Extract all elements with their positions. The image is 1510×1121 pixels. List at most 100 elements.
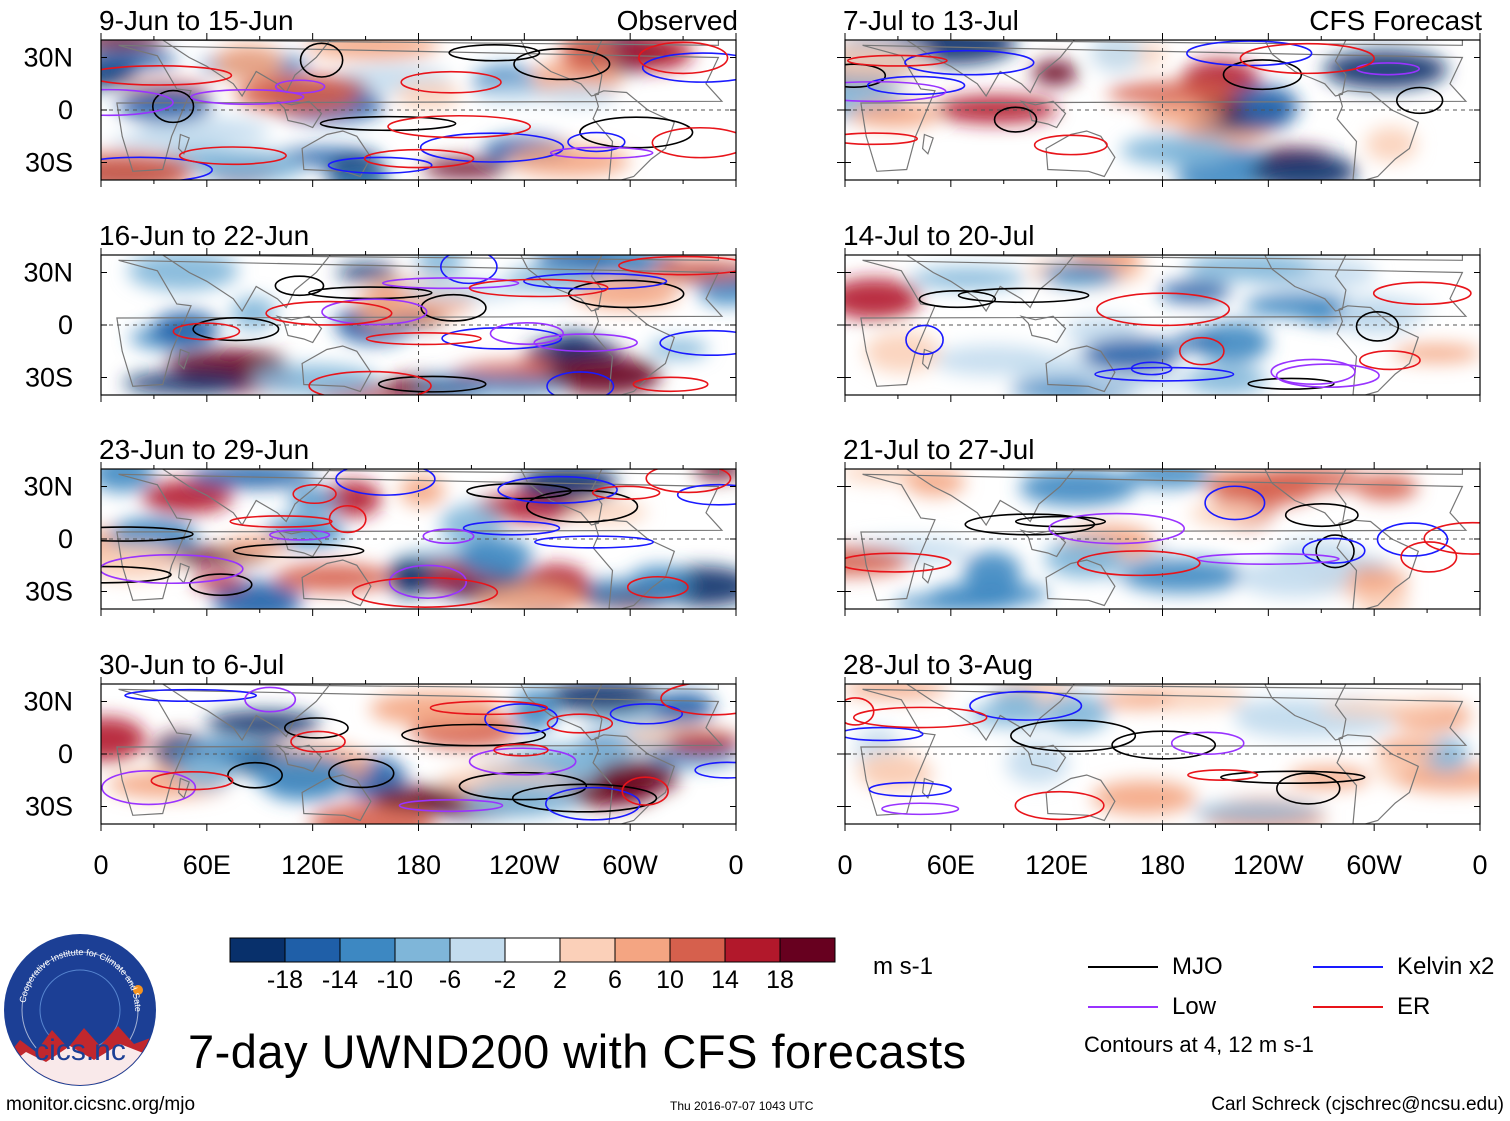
er-contour: [365, 332, 482, 346]
lat-tick-label: 30N: [23, 43, 73, 73]
low-contour: [388, 564, 468, 600]
er-contour: [546, 713, 614, 734]
colorbar-swatch: [614, 937, 671, 963]
mjo-contour: [101, 526, 194, 542]
wave-contours: [101, 469, 736, 608]
mjo-contour: [526, 489, 639, 523]
mjo-contour: [328, 758, 395, 789]
er-contour: [363, 148, 475, 169]
lon-tick-label: 0: [837, 850, 852, 880]
mjo-contour: [299, 42, 344, 78]
kelvin-contour: [694, 761, 736, 779]
coastline: [1264, 684, 1347, 741]
coastline: [1336, 519, 1420, 609]
westerly-anomaly: [1365, 126, 1418, 163]
low-contour: [422, 528, 475, 545]
westerly-anomaly: [1318, 700, 1451, 718]
easterly-anomaly: [512, 745, 616, 770]
low-contour: [398, 798, 504, 813]
westerly-anomaly: [1106, 81, 1237, 105]
westerly-anomaly: [1392, 344, 1480, 363]
kelvin-contour: [101, 156, 213, 180]
mjo-contour: [1284, 502, 1359, 528]
westerly-anomaly: [1032, 60, 1079, 86]
westerly-anomaly: [905, 469, 966, 497]
mjo-contour: [511, 783, 658, 813]
westerly-anomaly: [101, 717, 146, 762]
low-contour: [1275, 363, 1380, 388]
mjo-contour: [448, 43, 541, 62]
er-contour: [645, 469, 732, 494]
coastline: [520, 255, 603, 312]
colorbar-tick-label: -14: [322, 966, 358, 994]
low-contour: [381, 277, 520, 290]
westerly-anomaly: [567, 501, 648, 524]
coastline: [1045, 345, 1116, 393]
panel-title: 9-Jun to 15-Jun: [99, 5, 294, 36]
panel-4: 30-Jun to 6-Jul 30N 0 30S 0 60E 120E 180 120W 60W…: [23, 649, 743, 880]
coastline: [592, 305, 676, 395]
coastline: [1264, 255, 1347, 312]
westerly-anomaly: [1190, 500, 1265, 527]
coastline: [1045, 130, 1116, 178]
easterly-anomaly: [416, 255, 465, 277]
coastline: [921, 133, 934, 155]
kelvin-contour: [545, 786, 641, 821]
er-contour: [172, 322, 241, 341]
easterly-anomaly: [288, 489, 340, 512]
coastline: [921, 562, 934, 584]
panel-1: 9-Jun to 15-Jun Observed 30N 0 30S: [23, 5, 738, 187]
easterly-anomaly: [1120, 134, 1235, 166]
legend-label-low: Low: [1172, 993, 1217, 1020]
er-contour: [1359, 350, 1421, 371]
lat-tick-label: 30N: [23, 472, 73, 502]
coastline: [905, 255, 1464, 313]
easterly-anomaly: [1041, 262, 1121, 287]
er-contour: [1372, 281, 1472, 306]
easterly-anomaly: [932, 345, 1054, 376]
mjo-contour: [232, 543, 365, 559]
kelvin-contour: [484, 703, 559, 735]
coastline: [275, 100, 323, 129]
low-contour: [274, 79, 326, 94]
coastline: [116, 473, 724, 601]
low-contour: [190, 89, 305, 105]
lat-tick-label: 0: [58, 524, 73, 554]
er-contour: [1400, 541, 1458, 573]
easterly-anomaly: [506, 265, 601, 292]
coastline: [116, 44, 724, 172]
colorbar-swatch: [669, 937, 726, 963]
colorbar-tick-label: -2: [494, 966, 516, 994]
kelvin-contour: [441, 326, 563, 350]
coastline: [177, 133, 190, 155]
easterly-anomaly: [1231, 698, 1350, 724]
coastline: [921, 348, 934, 370]
mjo-contour: [283, 717, 349, 739]
easterly-anomaly: [440, 504, 502, 547]
panel-title: 7-Jul to 13-Jul: [843, 5, 1019, 36]
coastline: [860, 473, 1468, 601]
easterly-anomaly: [188, 469, 317, 489]
er-contour: [1033, 134, 1108, 156]
westerly-anomaly: [934, 95, 1058, 124]
timestamp: Thu 2016-07-07 1043 UTC: [670, 1099, 814, 1113]
panel-2: 16-Jun to 22-Jun 30N 0 30S: [23, 220, 737, 402]
westerly-anomaly: [422, 158, 508, 179]
colorbar-swatch: [779, 937, 836, 963]
kelvin-contour: [904, 49, 1035, 76]
lon-tick-label: 120W: [1233, 850, 1304, 880]
easterly-anomaly: [1243, 292, 1355, 318]
coastlines: [116, 684, 724, 824]
westerly-anomaly: [649, 259, 736, 282]
panel-7: 21-Jul to 27-Jul: [837, 434, 1481, 616]
low-contour: [101, 770, 197, 806]
er-contour: [468, 278, 609, 298]
coastline: [1336, 734, 1420, 824]
kelvin-contour: [567, 131, 626, 153]
easterly-anomaly: [648, 338, 709, 359]
lat-tick-label: 30N: [23, 687, 73, 717]
coastline: [161, 255, 720, 313]
coastline: [860, 259, 1468, 387]
panel-6: 14-Jul to 20-Jul: [837, 220, 1481, 402]
